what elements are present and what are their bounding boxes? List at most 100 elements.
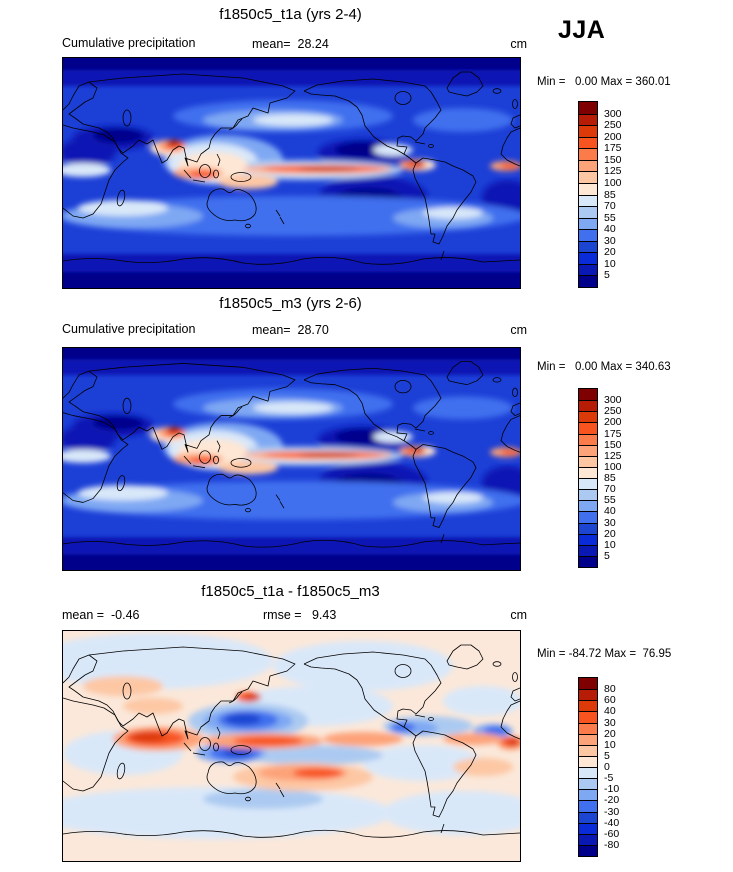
- colorbar-segment: [579, 489, 597, 501]
- colorbar-tick-label: -30: [604, 805, 620, 818]
- colorbar-segment: [579, 240, 597, 253]
- colorbar-segment: [579, 722, 597, 734]
- colorbar-segment: [579, 555, 597, 567]
- panel1-title: f1850c5_t1a (yrs 2-4): [219, 6, 362, 23]
- colorbar-tick-label: 150: [604, 153, 622, 166]
- colorbar-tick-label: -10: [604, 783, 620, 796]
- colorbar-segment: [579, 389, 597, 401]
- colorbar-tick-label: 200: [604, 130, 622, 143]
- colorbar-tick-label: 55: [604, 494, 616, 507]
- colorbar-segment: [579, 833, 597, 845]
- colorbar-segment: [579, 433, 597, 445]
- panel3-title: f1850c5_t1a - f1850c5_m3: [201, 583, 380, 600]
- season-label: JJA: [558, 16, 606, 44]
- colorbar-tick-label: 70: [604, 200, 616, 213]
- colorbar-segment: [579, 466, 597, 478]
- colorbar-tick-label: -5: [604, 772, 614, 785]
- panel3-map-svg: [63, 631, 520, 861]
- colorbar-tick-label: 5: [604, 549, 610, 562]
- colorbar-segment: [579, 733, 597, 745]
- colorbar-segment: [579, 455, 597, 467]
- colorbar-segment: [579, 252, 597, 264]
- colorbar-tick-label: 5: [604, 749, 610, 762]
- panel2-map-svg: [63, 348, 520, 570]
- colorbar-segment: [579, 102, 597, 114]
- colorbar-segment: [579, 422, 597, 434]
- panel1-minmax-label: Min = 0.00 Max = 360.01: [537, 76, 671, 88]
- colorbar-segment: [579, 229, 597, 241]
- colorbar-tick-label: 30: [604, 516, 616, 529]
- panel3-units-label: cm: [510, 608, 527, 622]
- panel1-map-svg: [63, 58, 520, 288]
- panel3-rmse-label: rmse = 9.43: [263, 608, 337, 622]
- colorbar-tick-label: 40: [604, 505, 616, 518]
- colorbar-tick-label: -40: [604, 816, 620, 829]
- panel2-mean-label: mean= 28.70: [252, 323, 329, 337]
- colorbar-tick-label: 175: [604, 142, 622, 155]
- colorbar-segment: [579, 411, 597, 423]
- colorbar-segment: [579, 148, 597, 160]
- colorbar-tick-label: 5: [604, 269, 610, 282]
- colorbar-segment: [579, 444, 597, 456]
- colorbar-tick-label: 100: [604, 176, 622, 189]
- colorbar-tick-label: 100: [604, 460, 622, 473]
- colorbar-tick-label: 20: [604, 246, 616, 259]
- panel2-colorbar: 300 250 200 175 150 125 100 85 70 55 40 30 20 10 5: [578, 388, 622, 568]
- colorbar-tick-label: 80: [604, 683, 616, 696]
- colorbar-tick-label: 10: [604, 538, 616, 551]
- colorbar-segment: [579, 744, 597, 756]
- panel2-map: [62, 347, 521, 571]
- colorbar-segment: [579, 113, 597, 126]
- panel2-units-label: cm: [510, 323, 527, 337]
- panel2-title: f1850c5_m3 (yrs 2-6): [219, 295, 362, 312]
- colorbar-segment: [579, 511, 597, 523]
- colorbar-segment: [579, 689, 597, 701]
- colorbar-segment: [579, 171, 597, 183]
- colorbar-tick-label: 250: [604, 119, 622, 132]
- colorbar-tick-label: 85: [604, 188, 616, 201]
- colorbar-tick-label: 250: [604, 405, 622, 418]
- colorbar-tick-label: 300: [604, 394, 622, 407]
- colorbar-tick-label: 30: [604, 234, 616, 247]
- colorbar-segment: [579, 194, 597, 207]
- colorbar-tick-label: 20: [604, 727, 616, 740]
- colorbar-segment: [579, 522, 597, 534]
- colorbar-segment: [579, 263, 597, 276]
- colorbar-tick-label: 70: [604, 483, 616, 496]
- panel3-map: [62, 630, 521, 862]
- panel2-minmax-label: Min = 0.00 Max = 340.63: [537, 361, 671, 373]
- colorbar-tick-label: -60: [604, 827, 620, 840]
- colorbar-segment: [579, 711, 597, 723]
- colorbar-tick-label: 150: [604, 438, 622, 451]
- colorbar-segment: [579, 755, 597, 767]
- panel1-colorbar: 300 250 200 175 150 125 100 85 70 55 40 30 20 10 5: [578, 101, 622, 288]
- panel2-variable-label: Cumulative precipitation: [62, 322, 196, 336]
- colorbar-tick-label: 20: [604, 527, 616, 540]
- colorbar-segment: [579, 500, 597, 512]
- colorbar-tick-label: 30: [604, 716, 616, 729]
- colorbar-segment: [579, 182, 597, 195]
- panel1-units-label: cm: [510, 37, 527, 51]
- colorbar-segment: [579, 767, 597, 779]
- colorbar-segment: [579, 678, 597, 690]
- panel1-mean-label: mean= 28.24: [252, 37, 329, 51]
- panel1-variable-label: Cumulative precipitation: [62, 36, 196, 50]
- colorbar-segment: [579, 136, 597, 149]
- colorbar-segment: [579, 811, 597, 823]
- colorbar-segment: [579, 789, 597, 801]
- colorbar-tick-label: 10: [604, 738, 616, 751]
- colorbar-tick-label: 200: [604, 416, 622, 429]
- colorbar-segment: [579, 217, 597, 230]
- colorbar-segment: [579, 533, 597, 545]
- colorbar-tick-label: 60: [604, 694, 616, 707]
- colorbar-tick-label: 175: [604, 427, 622, 440]
- colorbar-segment: [579, 544, 597, 556]
- colorbar-segment: [579, 800, 597, 812]
- panel3-colorbar: 80 60 40 30 20 10 5 0 -5 -10 -20 -30 -40 -60 -80: [578, 677, 619, 857]
- colorbar-tick-label: 10: [604, 257, 616, 270]
- colorbar-segment: [579, 778, 597, 790]
- colorbar-segment: [579, 400, 597, 412]
- colorbar-tick-label: 40: [604, 223, 616, 236]
- colorbar-tick-label: -80: [604, 838, 620, 851]
